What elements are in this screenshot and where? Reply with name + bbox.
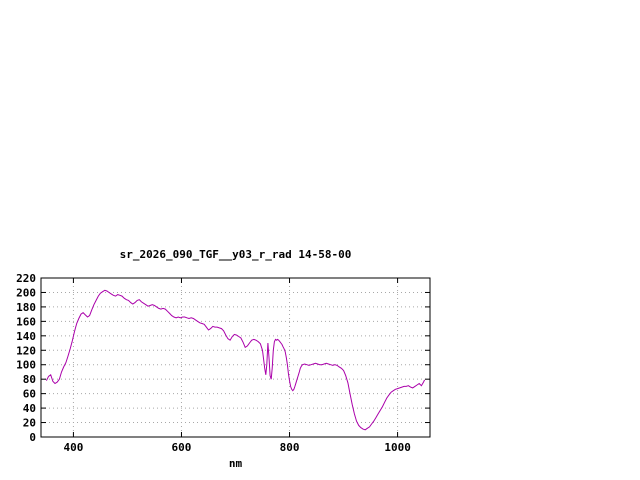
- series-line: [45, 289, 426, 431]
- y-tick-label: 200: [16, 286, 36, 299]
- x-tick-label: 800: [280, 441, 300, 454]
- y-tick-label: 80: [23, 373, 36, 386]
- chart-title: sr_2026_090_TGF__y03_r_rad 14-58-00: [119, 248, 352, 261]
- plot-border: [40, 277, 431, 438]
- x-axis-label: nm: [228, 457, 243, 470]
- y-tick-label: 120: [16, 344, 36, 357]
- y-tick-label: 180: [16, 301, 36, 314]
- y-tick-label: 100: [16, 359, 36, 372]
- y-tick-label: 60: [23, 388, 36, 401]
- y-tick-label: 40: [23, 402, 36, 415]
- y-tick-label: 220: [16, 272, 36, 285]
- x-tick-label: 600: [172, 441, 192, 454]
- x-tick-label: 400: [63, 441, 83, 454]
- y-tick-label: 0: [29, 431, 36, 444]
- x-tick-label: 1000: [384, 441, 411, 454]
- y-tick-label: 20: [23, 417, 36, 430]
- y-tick-label: 140: [16, 330, 36, 343]
- y-tick-label: 160: [16, 315, 36, 328]
